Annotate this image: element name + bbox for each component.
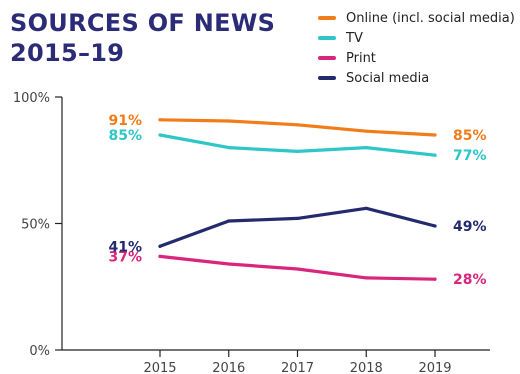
data-point-social-media: [227, 219, 231, 223]
start-label-tv: 85%: [108, 128, 142, 144]
legend-label-print: Print: [346, 50, 376, 66]
end-label-print: 28%: [453, 272, 487, 288]
legend-item-social-media: Social media: [318, 68, 515, 88]
data-point-social-media: [364, 206, 368, 210]
series-line-social-media: [158, 206, 437, 248]
data-point-print: [227, 262, 231, 266]
data-point-print: [433, 277, 437, 281]
legend-swatch-tv: [318, 36, 336, 40]
data-point-online: [295, 123, 300, 127]
legend-label-tv: TV: [346, 30, 363, 46]
data-point-tv: [158, 133, 162, 137]
end-label-online: 85%: [453, 128, 487, 144]
data-point-print: [158, 254, 162, 258]
data-point-social-media: [295, 216, 300, 221]
legend-swatch-print: [318, 56, 336, 60]
chart-series: [158, 118, 437, 281]
chart-data-labels: 91%85%85%77%37%28%41%49%: [108, 113, 486, 288]
y-tick-label: 100%: [13, 91, 50, 106]
end-label-social-media: 49%: [453, 219, 487, 235]
data-point-online: [433, 133, 437, 137]
chart-axes: 0% 50% 100% 2015 2016 2017 2018 2019: [13, 91, 490, 374]
start-label-print: 37%: [108, 249, 142, 265]
y-tick-label: 0%: [29, 344, 50, 359]
data-point-tv: [433, 153, 437, 157]
legend-item-online: Online (incl. social media): [318, 8, 515, 28]
x-tick-label: 2017: [281, 361, 314, 374]
start-label-social-media: 41%: [108, 239, 142, 255]
legend-label-online: Online (incl. social media): [346, 10, 515, 26]
data-point-online: [227, 119, 231, 123]
legend-item-tv: TV: [318, 28, 515, 48]
legend-label-social-media: Social media: [346, 70, 430, 86]
series-line-online: [158, 118, 437, 137]
data-point-social-media: [158, 244, 162, 248]
y-tick-label: 50%: [21, 218, 50, 233]
data-point-social-media: [433, 224, 437, 228]
end-label-tv: 77%: [453, 148, 487, 164]
chart-legend: Online (incl. social media) TV Print Soc…: [318, 8, 515, 88]
data-point-tv: [364, 146, 368, 150]
data-point-online: [364, 129, 368, 133]
data-point-tv: [227, 146, 231, 150]
x-tick-label: 2015: [143, 361, 176, 374]
legend-swatch-social-media: [318, 76, 336, 80]
chart-title-line1: SOURCES OF NEWS: [10, 9, 276, 37]
x-tick-label: 2018: [350, 361, 383, 374]
legend-swatch-online: [318, 16, 336, 20]
x-tick-label: 2016: [212, 361, 245, 374]
x-tick-label: 2019: [418, 361, 451, 374]
start-label-online: 91%: [108, 113, 142, 129]
legend-item-print: Print: [318, 48, 515, 68]
data-point-online: [158, 118, 162, 122]
data-point-print: [295, 267, 300, 271]
data-point-tv: [295, 149, 300, 153]
chart-title-line2: 2015–19: [10, 39, 125, 67]
data-point-print: [364, 276, 368, 280]
